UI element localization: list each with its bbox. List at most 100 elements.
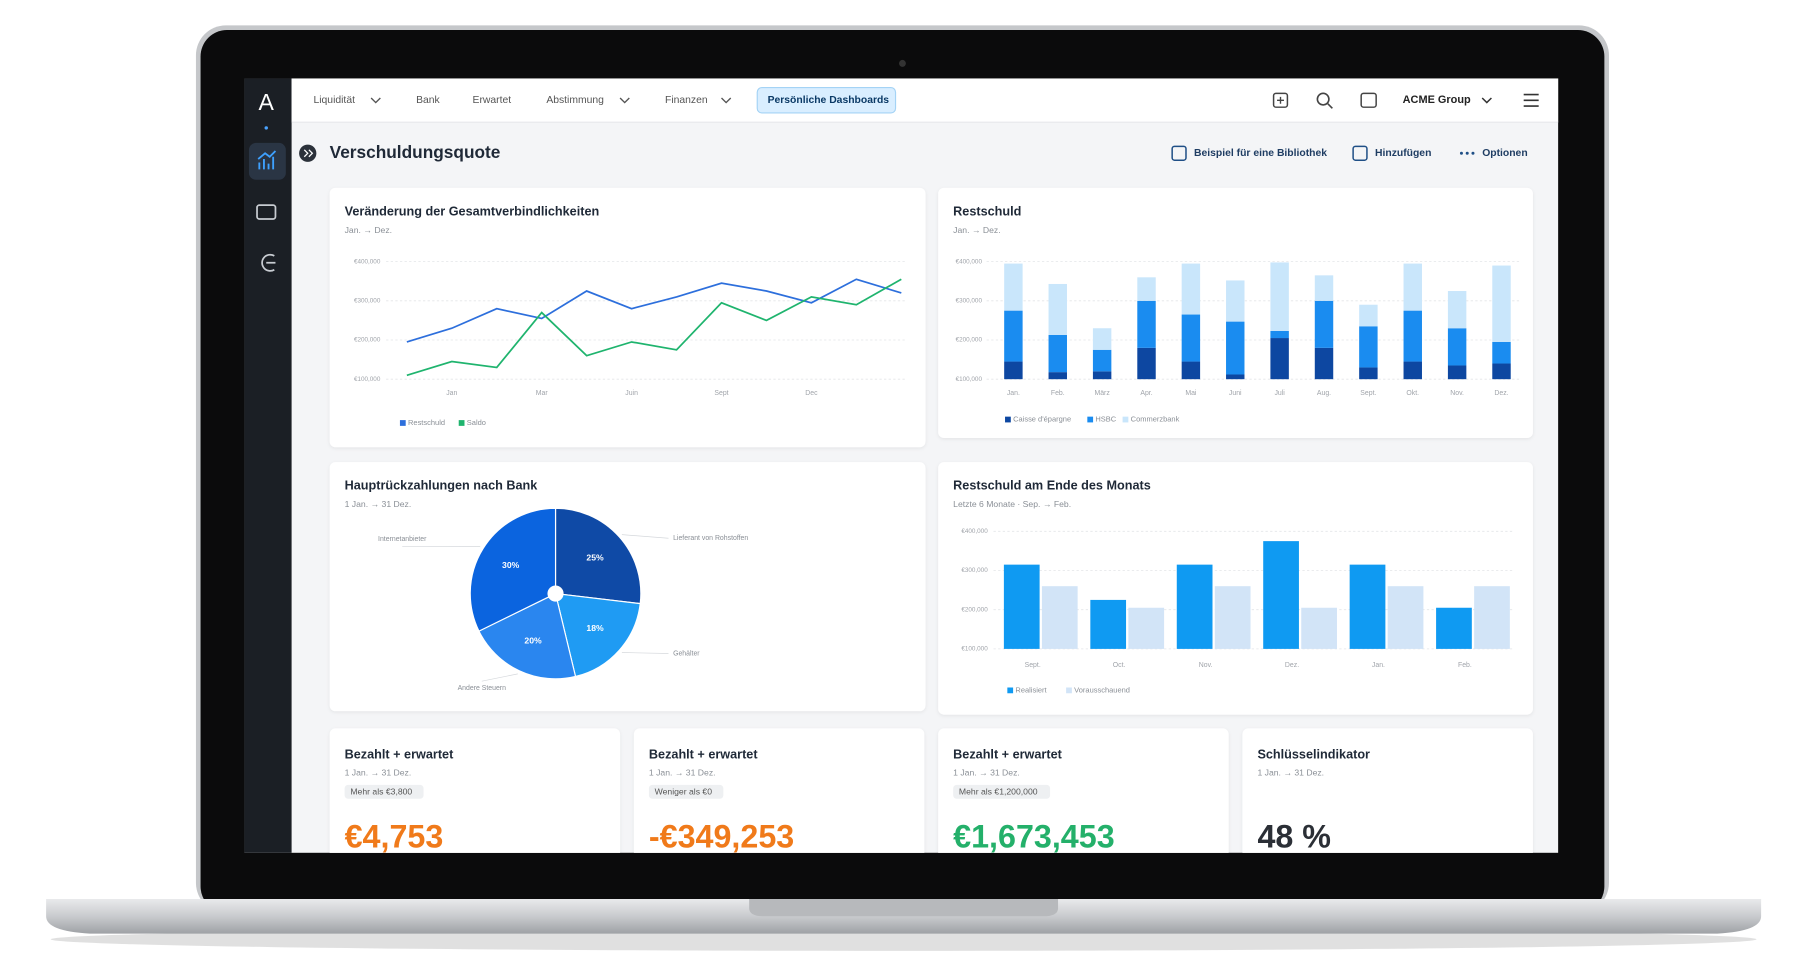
- bar: [1349, 564, 1386, 649]
- bar-segment: [1137, 347, 1156, 380]
- icon-bank[interactable]: [1360, 92, 1377, 108]
- action-icon: [1459, 151, 1463, 155]
- nav-item[interactable]: Abstimmung: [546, 95, 604, 106]
- bar-segment: [1092, 371, 1112, 380]
- pie-slice: [478, 592, 577, 680]
- card: [329, 187, 926, 448]
- bar: [1090, 599, 1127, 649]
- chevron: [1481, 97, 1492, 104]
- nav-item[interactable]: Finanzen: [665, 95, 708, 106]
- legend-swatch: [1087, 416, 1094, 423]
- chart-title: Veränderung der Gesamtverbindlichkeiten: [345, 204, 600, 218]
- x-tick-label: Feb.: [1458, 662, 1472, 669]
- action-icon: [1471, 151, 1475, 155]
- action[interactable]: Optionen: [1482, 148, 1527, 159]
- x-tick-label: Sept.: [1360, 390, 1376, 397]
- kpi-period: 1 Jan. → 31 Dez.: [1257, 768, 1324, 778]
- x-tick-label: Feb.: [1051, 390, 1065, 397]
- legend-label: Commerzbank: [1131, 415, 1180, 424]
- nav-pill[interactable]: [756, 87, 897, 114]
- slice-category: Andere Steuern: [458, 685, 507, 692]
- nav-active[interactable]: [248, 142, 286, 180]
- bar-segment: [1314, 275, 1334, 301]
- bar-segment: [1092, 349, 1112, 372]
- bar-segment: [1359, 326, 1378, 368]
- chart-title: Hauptrückzahlungen nach Bank: [345, 479, 539, 493]
- charts: Veränderung der Gesamtverbindlichkeiten J…: [329, 187, 1533, 715]
- chart-subtitle: Jan. → Dez.: [345, 225, 392, 235]
- bar-segment: [1492, 341, 1511, 364]
- bar-segment: [1447, 365, 1467, 380]
- chart-subtitle: Jan. → Dez.: [953, 225, 1000, 235]
- x-tick-label: Nov.: [1199, 662, 1213, 669]
- legend-label: Saldo: [467, 418, 486, 427]
- x-tick-label: Mar: [536, 390, 549, 397]
- slice-label: 30%: [502, 560, 520, 570]
- x-tick-label: Sept.: [1025, 662, 1041, 669]
- nav-item[interactable]: Bank: [416, 95, 440, 106]
- expand-icon: [303, 149, 314, 158]
- icon-wallet[interactable]: [256, 204, 277, 220]
- x-tick-label: Jan.: [1007, 390, 1020, 397]
- y-tick-label: €400,000: [956, 258, 983, 265]
- pie-slice: [554, 507, 642, 605]
- bar-segment: [1270, 262, 1289, 331]
- x-tick-label: Okt.: [1406, 390, 1419, 397]
- bar-segment: [1403, 361, 1422, 380]
- bar-segment: [1137, 277, 1156, 301]
- legend-label: Vorausschauend: [1074, 685, 1130, 694]
- bar-segment: [1048, 372, 1067, 380]
- kpi-value: -€349,253: [649, 819, 794, 855]
- logo-dot: [264, 126, 268, 130]
- bar-segment: [1004, 310, 1023, 362]
- x-tick-label: Dez.: [1494, 390, 1508, 397]
- nav: Liquidität Bank Erwartet Abstimmung Finanzen…: [313, 95, 889, 106]
- action[interactable]: Hinzufügen: [1375, 148, 1431, 159]
- y-tick-label: €400,000: [354, 258, 381, 265]
- leader-line: [621, 534, 669, 539]
- top-bar: [291, 78, 1559, 123]
- kpi-period: 1 Jan. → 31 Dez.: [649, 768, 716, 778]
- legend-swatch: [1066, 687, 1072, 694]
- legend-swatch: [458, 420, 465, 426]
- kpi-value: €4,753: [345, 819, 444, 855]
- bar: [1436, 607, 1472, 649]
- action-icon: [1352, 145, 1368, 161]
- nav-item[interactable]: Erwartet: [473, 95, 512, 106]
- icon-menu[interactable]: [1523, 93, 1539, 107]
- y-tick-label: €300,000: [961, 567, 988, 574]
- y-tick-label: €200,000: [961, 606, 988, 613]
- x-tick-label: März: [1094, 390, 1110, 397]
- bar-segment: [1092, 328, 1112, 350]
- chart-title: Restschuld am Ende des Monats: [953, 479, 1151, 493]
- bar-segment: [1048, 334, 1067, 373]
- bar-segment: [1314, 347, 1334, 380]
- nav-item[interactable]: Liquidität: [313, 95, 355, 106]
- kpi-period: 1 Jan. → 31 Dez.: [953, 768, 1020, 778]
- org-name[interactable]: ACME Group: [1403, 94, 1471, 106]
- legend-swatch: [1122, 416, 1129, 423]
- bar-segment: [1447, 328, 1467, 366]
- x-tick-label: Jan: [446, 390, 457, 397]
- pie-slice: [554, 592, 641, 678]
- x-tick-label: Juli: [1274, 390, 1285, 397]
- icon-search[interactable]: [1316, 92, 1330, 106]
- slice-category: Internetanbieter: [378, 536, 427, 543]
- icon-link[interactable]: [261, 253, 276, 272]
- bar: [1128, 607, 1165, 649]
- shadow: [50, 927, 1757, 951]
- bar-segment: [1181, 263, 1201, 315]
- y-tick-label: €200,000: [956, 337, 983, 344]
- icon-add[interactable]: [1272, 92, 1289, 108]
- bar-segment: [1492, 265, 1511, 342]
- notch: [749, 898, 1059, 917]
- screen: A Liquidität Bank Erwartet Abstimmung Finanz…: [244, 78, 1559, 855]
- bar-segment: [1226, 374, 1245, 380]
- bar-segment: [1004, 263, 1023, 311]
- y-tick-label: €100,000: [354, 376, 381, 383]
- action[interactable]: Beispiel für eine Bibliothek: [1194, 148, 1327, 159]
- page-title: Verschuldungsquote: [330, 142, 501, 162]
- nav-item[interactable]: Persönliche Dashboards: [768, 95, 890, 106]
- slice-label: 25%: [586, 553, 604, 563]
